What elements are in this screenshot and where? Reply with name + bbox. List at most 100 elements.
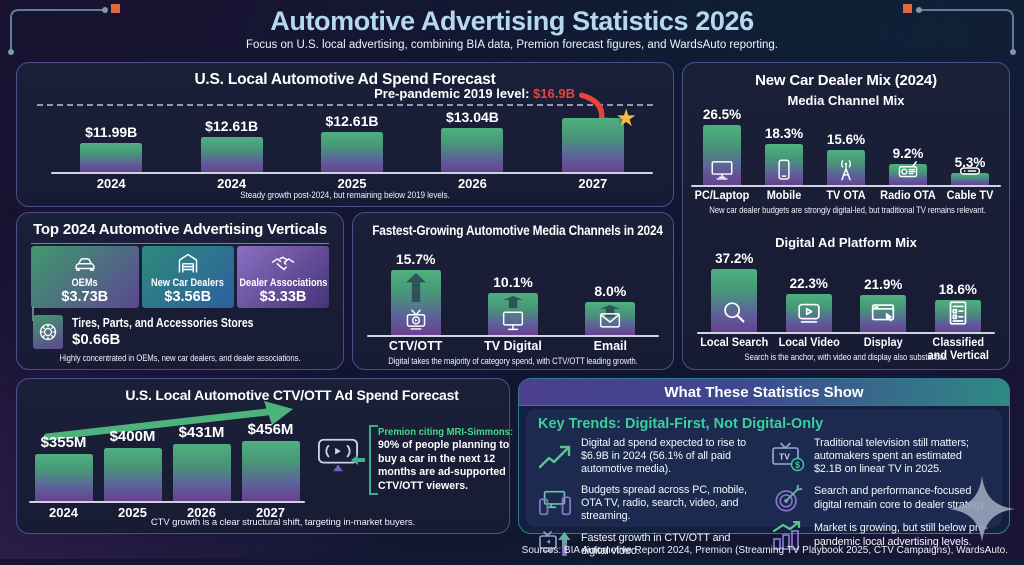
key-trends-heading: Key Trends: Digital-First, Not Digital-O… (538, 416, 824, 432)
bar: ★ (561, 105, 637, 172)
tv-growth-icon (538, 530, 572, 560)
bar-value-label: $12.61B (325, 113, 379, 129)
bar (785, 294, 832, 332)
panel-title: U.S. Local Automotive Ad Spend Forecast (194, 71, 496, 88)
bar-category-label: Cable TV (946, 190, 994, 202)
media-mix-caption: New car dealer budgets are strongly digi… (709, 205, 986, 215)
bar-category-label: 2027 (578, 176, 608, 191)
bar-column: 22.3% (772, 276, 847, 332)
bar-column: 18.6% (921, 282, 996, 332)
chart-baseline (691, 185, 1001, 187)
bar-column: $12.61B (292, 113, 412, 172)
left-arrow-icon (351, 453, 365, 471)
insights-title: What These Statistics Show (519, 379, 1009, 406)
bar-value-label: $11.99B (85, 124, 138, 140)
bar-category-label: Mobile (766, 190, 802, 202)
media-channel-mix-title: Media Channel Mix (787, 93, 905, 108)
ctv-forecast-chart: $355M $400M $431M $456M 2024 2025 2026 2027 (29, 419, 305, 520)
bar (103, 448, 162, 501)
key-trends-box: Key Trends: Digital-First, Not Digital-O… (526, 409, 1002, 557)
bar-category-label: 2024 (217, 176, 247, 191)
up-arrow-icon (502, 296, 523, 308)
bar (80, 143, 143, 172)
bar-category-label: PC/Laptop (694, 190, 750, 202)
bar-column: $431M (167, 424, 236, 501)
bar-category-label: TV OTA (826, 190, 866, 202)
connector-line (32, 307, 34, 321)
bar (441, 128, 504, 172)
bar (934, 298, 981, 332)
svg-text:$: $ (795, 460, 800, 470)
insight-text: Search and performance-focused digital r… (814, 485, 987, 511)
up-arrow-icon (600, 305, 621, 317)
tires-label: Tires, Parts, and Accessories Stores (72, 316, 254, 330)
verticals-blocks: OEMs $3.73B New Car Dealers $3.56B Dealer As… (31, 243, 329, 308)
bar-category-label: 2024 (96, 176, 126, 191)
bars-row: 37.2% 22.3% 21.9% 18.6% (697, 251, 995, 332)
bar (34, 454, 93, 501)
bar-column: $456M (236, 421, 305, 501)
panel-title: Fastest-Growing Automotive Media Channel… (372, 223, 663, 238)
digital-mix-caption: Search is the anchor, with video and dis… (744, 352, 948, 362)
panel-caption: CTV growth is a clear structural shift, … (150, 517, 416, 528)
bar-column: 5.3% (939, 155, 1001, 185)
bars-row: 26.5% 18.3% 15.6% 9.2% 5.3% (691, 107, 1001, 185)
bar-value-label: $400M (109, 428, 156, 445)
benchmark-label: Pre-pandemic 2019 level: (374, 86, 530, 101)
vertical-value: $3.33B (259, 288, 307, 305)
tires-value: $0.66B (72, 331, 121, 348)
mobile-icon (771, 157, 797, 183)
bar-category-label: 2024 (49, 505, 78, 520)
bar-value-label: 5.3% (954, 155, 986, 170)
chart-baseline (51, 172, 653, 174)
note-heading: Premion citing MRI-Simmons: (378, 427, 514, 438)
insight-column: Digital ad spend expected to rise to $6.… (538, 437, 757, 560)
bar-category-label: 2025 (118, 505, 147, 520)
bar-category-label: 2026 (187, 505, 216, 520)
bar-category-label: Display (863, 337, 903, 349)
bar-category-label: 2025 (337, 176, 367, 191)
insight-item: Search and performance-focused digital r… (771, 484, 990, 514)
vertical-value: $3.73B (61, 288, 109, 305)
bar-growth-icon (771, 520, 805, 551)
panel-title: Top 2024 Automotive Advertising Vertical… (33, 221, 327, 238)
car-icon (70, 250, 100, 276)
bar (390, 270, 441, 335)
bar-value-label: 22.3% (789, 276, 828, 291)
category-labels: Local Search Local Video Display Classified… (697, 337, 995, 362)
benchmark-dashed-line (37, 104, 653, 106)
bar-value-label: 26.5% (702, 107, 742, 122)
bar (951, 167, 989, 185)
vertical-label: Dealer Associations (239, 276, 327, 289)
bar-category-label: Email (593, 339, 627, 353)
bar-category-label: Local Search (700, 337, 769, 349)
bar-value-label: $355M (40, 434, 87, 451)
tv-digital-icon (500, 307, 526, 333)
vertical-label: OEMs (71, 276, 98, 289)
bar (703, 125, 741, 185)
bars-row: $11.99B $12.61B $12.61B $13.04B ★ (51, 99, 653, 172)
bar (200, 137, 263, 172)
panel-title: U.S. Local Automotive CTV/OTT Ad Spend F… (125, 387, 459, 403)
bar-category-label: Local Video (778, 337, 840, 349)
bar-column: 9.2% (877, 146, 939, 185)
monitor-icon (709, 157, 735, 183)
panel-caption: Digital takes the majority of category s… (388, 356, 638, 366)
insights-panel: What These Statistics Show Key Trends: D… (518, 378, 1015, 557)
premion-note: Premion citing MRI-Simmons: 90% of peopl… (369, 424, 514, 496)
bar (889, 161, 927, 185)
star-icon: ★ (615, 105, 637, 132)
bar-category-label: Classified and Vertical (927, 337, 989, 362)
growth-trend-arrow (43, 399, 295, 446)
antenna-icon (833, 157, 859, 183)
display-ad-icon (868, 298, 898, 328)
fastest-growing-channels-panel: Fastest-Growing Automotive Media Channel… (352, 212, 674, 370)
insight-column: TV $ Traditional television still matters;… (771, 437, 990, 560)
insight-text: Budgets spread across PC, mobile, OTA TV… (581, 483, 747, 522)
classified-icon (943, 298, 973, 328)
insight-text: Fastest growth in CTV/OTT and digital vi… (581, 531, 731, 558)
sparkle-decoration (949, 476, 1015, 547)
cable-box-icon (957, 157, 983, 183)
trend-up-icon (538, 442, 572, 472)
category-labels: CTV/OTT TV Digital Email (367, 339, 659, 354)
